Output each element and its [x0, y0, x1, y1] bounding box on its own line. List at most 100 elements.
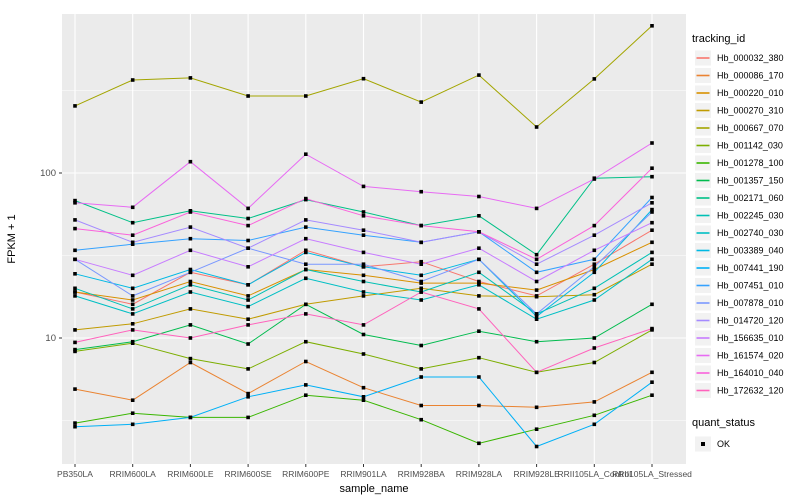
- legend-item: Hb_161574_020: [695, 348, 784, 363]
- y-tick-label: 10: [45, 333, 56, 344]
- data-point: [477, 230, 481, 234]
- data-point: [188, 279, 193, 284]
- data-point: [246, 283, 250, 287]
- data-point: [650, 250, 654, 255]
- data-point: [361, 250, 366, 255]
- data-point: [130, 411, 135, 415]
- data-point: [361, 398, 366, 402]
- data-point: [419, 262, 423, 266]
- legend-label: Hb_007878_010: [717, 298, 784, 308]
- legend-item: Hb_000032_380: [695, 50, 784, 66]
- data-point: [419, 403, 423, 408]
- legend-item: Hb_000270_310: [695, 103, 784, 118]
- data-point: [246, 94, 250, 98]
- data-point: [73, 226, 77, 231]
- quant-legend-marker: [701, 442, 705, 446]
- data-point: [650, 24, 654, 28]
- data-point: [477, 270, 481, 275]
- data-point: [477, 283, 481, 287]
- data-point: [188, 415, 193, 420]
- data-point: [130, 273, 135, 278]
- data-point: [534, 279, 539, 284]
- data-point: [304, 267, 308, 272]
- x-tick-label: RRII105LA_Control: [557, 469, 631, 479]
- data-point: [477, 403, 481, 408]
- y-tick-label: 100: [40, 168, 56, 179]
- data-point: [592, 248, 597, 253]
- data-point: [130, 302, 135, 307]
- x-tick-label: RRIM901LA: [340, 469, 387, 479]
- data-point: [73, 387, 77, 391]
- data-point: [592, 257, 597, 262]
- data-point: [477, 246, 481, 250]
- data-point: [534, 405, 539, 410]
- data-point: [534, 317, 539, 321]
- legend-label: Hb_000086_170: [717, 71, 784, 81]
- data-point: [246, 206, 250, 211]
- data-point: [130, 240, 135, 245]
- x-tick-label: RRIM600PE: [282, 469, 330, 479]
- data-point: [246, 323, 250, 327]
- x-axis-title: sample_name: [339, 483, 408, 495]
- data-point: [592, 177, 597, 181]
- data-point: [534, 206, 539, 211]
- data-point: [304, 152, 308, 156]
- data-point: [246, 367, 250, 371]
- data-point: [419, 223, 423, 228]
- data-point: [246, 238, 250, 243]
- data-point: [534, 252, 539, 257]
- data-point: [304, 302, 308, 307]
- data-point: [477, 257, 481, 262]
- data-point: [73, 218, 77, 222]
- data-point: [361, 332, 366, 337]
- data-point: [592, 292, 597, 297]
- data-point: [361, 294, 366, 298]
- data-point: [304, 236, 308, 241]
- legend-item: Hb_000220_010: [695, 85, 784, 101]
- legend-label: Hb_014720_120: [717, 316, 784, 326]
- data-point: [130, 312, 135, 316]
- data-point: [188, 307, 193, 311]
- data-point: [534, 288, 539, 292]
- data-point: [188, 336, 193, 340]
- data-point: [650, 370, 654, 375]
- data-point: [650, 220, 654, 225]
- data-point: [304, 359, 308, 364]
- data-point: [246, 298, 250, 302]
- data-point: [592, 262, 597, 266]
- data-point: [188, 323, 193, 327]
- legend-item: Hb_001357_150: [695, 173, 784, 188]
- data-point: [650, 326, 654, 331]
- data-point: [304, 248, 308, 253]
- data-point: [188, 248, 193, 253]
- legend-item: Hb_003389_040: [695, 243, 784, 258]
- legend-item: Hb_000667_070: [695, 120, 784, 136]
- data-point: [188, 225, 193, 229]
- data-point: [419, 298, 423, 302]
- x-tick-label: RRII105LA_Stressed: [612, 469, 692, 479]
- y-axis-title: FPKM + 1: [6, 214, 18, 263]
- legend-item: Hb_007441_190: [695, 260, 784, 276]
- data-point: [477, 375, 481, 379]
- x-tick-label: RRIM600LA: [110, 469, 157, 479]
- data-point: [361, 395, 366, 399]
- legend-label: Hb_000667_070: [717, 123, 784, 133]
- data-point: [534, 125, 539, 129]
- data-point: [477, 355, 481, 360]
- legend-item: Hb_164010_040: [695, 365, 784, 381]
- data-point: [130, 286, 135, 291]
- x-tick-label: RRIM600LE: [167, 469, 214, 479]
- data-point: [188, 210, 193, 214]
- data-point: [130, 78, 135, 82]
- legend-title-tracking-id: tracking_id: [692, 33, 745, 45]
- data-point: [73, 294, 77, 298]
- data-point: [650, 380, 654, 384]
- data-point: [73, 290, 77, 294]
- data-point: [188, 356, 193, 361]
- legend-label: Hb_000032_380: [717, 53, 784, 63]
- data-point: [650, 302, 654, 307]
- data-point: [592, 265, 597, 269]
- data-point: [361, 214, 366, 218]
